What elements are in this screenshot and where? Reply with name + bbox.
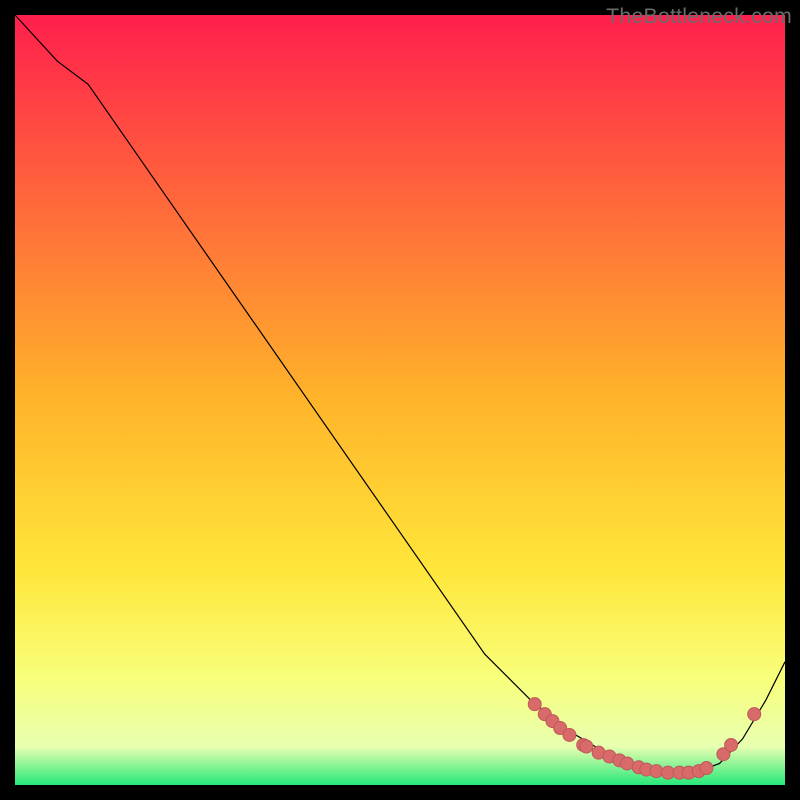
data-point	[621, 757, 634, 770]
data-point	[748, 708, 761, 721]
bottleneck-curve	[15, 15, 785, 773]
data-point	[563, 728, 576, 741]
chart-frame: TheBottleneck.com	[0, 0, 800, 800]
data-point	[580, 740, 593, 753]
data-point	[700, 762, 713, 775]
data-point	[650, 765, 663, 778]
chart-svg	[0, 0, 800, 800]
data-point	[528, 698, 541, 711]
data-point	[725, 738, 738, 751]
